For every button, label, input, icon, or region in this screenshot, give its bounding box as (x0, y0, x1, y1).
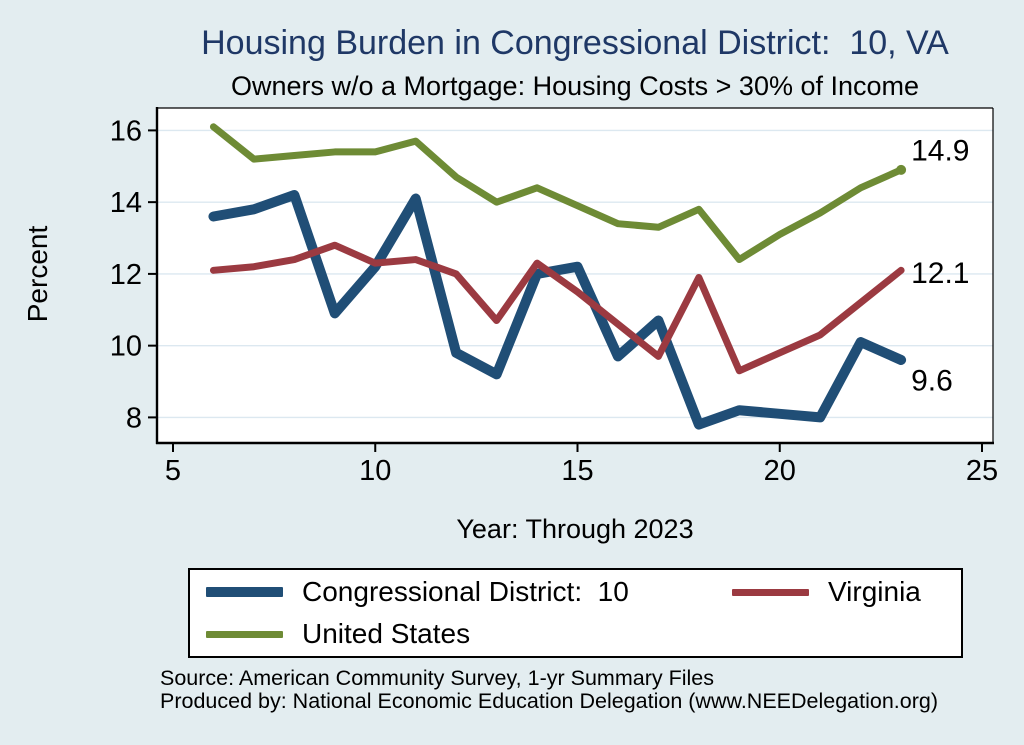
legend-label-us: United States (302, 618, 471, 649)
x-tick-label: 20 (764, 455, 796, 487)
x-tick-label: 15 (561, 455, 593, 487)
series-line-0 (208, 189, 907, 430)
x-tick-label: 5 (165, 455, 181, 487)
y-tick-label: 8 (126, 402, 142, 434)
legend-item-district: Congressional District: 10 (206, 574, 732, 610)
x-tick-label: 10 (359, 455, 391, 487)
x-tick-label: 25 (966, 455, 998, 487)
series-end-dot-2 (896, 164, 907, 175)
legend-swatch-us (206, 630, 283, 638)
legend-item-us: United States (206, 616, 732, 652)
plot-area (157, 108, 993, 443)
y-tick-label: 16 (110, 115, 142, 147)
y-tick-label: 10 (110, 331, 142, 363)
legend: Congressional District: 10 Virginia Unit… (188, 568, 963, 658)
series-end-label-0: 9.6 (911, 365, 953, 398)
series-line-2 (209, 123, 905, 264)
footer-producer-line: Produced by: National Economic Education… (160, 689, 938, 713)
legend-swatch-district (206, 587, 283, 597)
legend-item-virginia: Virginia (732, 574, 961, 610)
legend-label-virginia: Virginia (828, 576, 921, 607)
legend-label-district: Congressional District: 10 (302, 576, 629, 607)
y-tick-label: 14 (110, 187, 142, 219)
source-footer: Source: American Community Survey, 1-yr … (160, 667, 1000, 713)
y-tick-label: 12 (110, 259, 142, 291)
series-line-1 (209, 241, 905, 375)
chart-subtitle: Owners w/o a Mortgage: Housing Costs > 3… (230, 71, 920, 101)
series-end-label-1: 12.1 (911, 257, 969, 290)
legend-swatch-virginia (732, 588, 809, 596)
x-axis-title: Year: Through 2023 (456, 514, 694, 544)
footer-source-line: Source: American Community Survey, 1-yr … (160, 666, 714, 690)
series-end-label-2: 14.9 (911, 134, 969, 167)
y-axis-title: Percent (22, 225, 53, 323)
chart-title: Housing Burden in Congressional District… (201, 24, 949, 62)
